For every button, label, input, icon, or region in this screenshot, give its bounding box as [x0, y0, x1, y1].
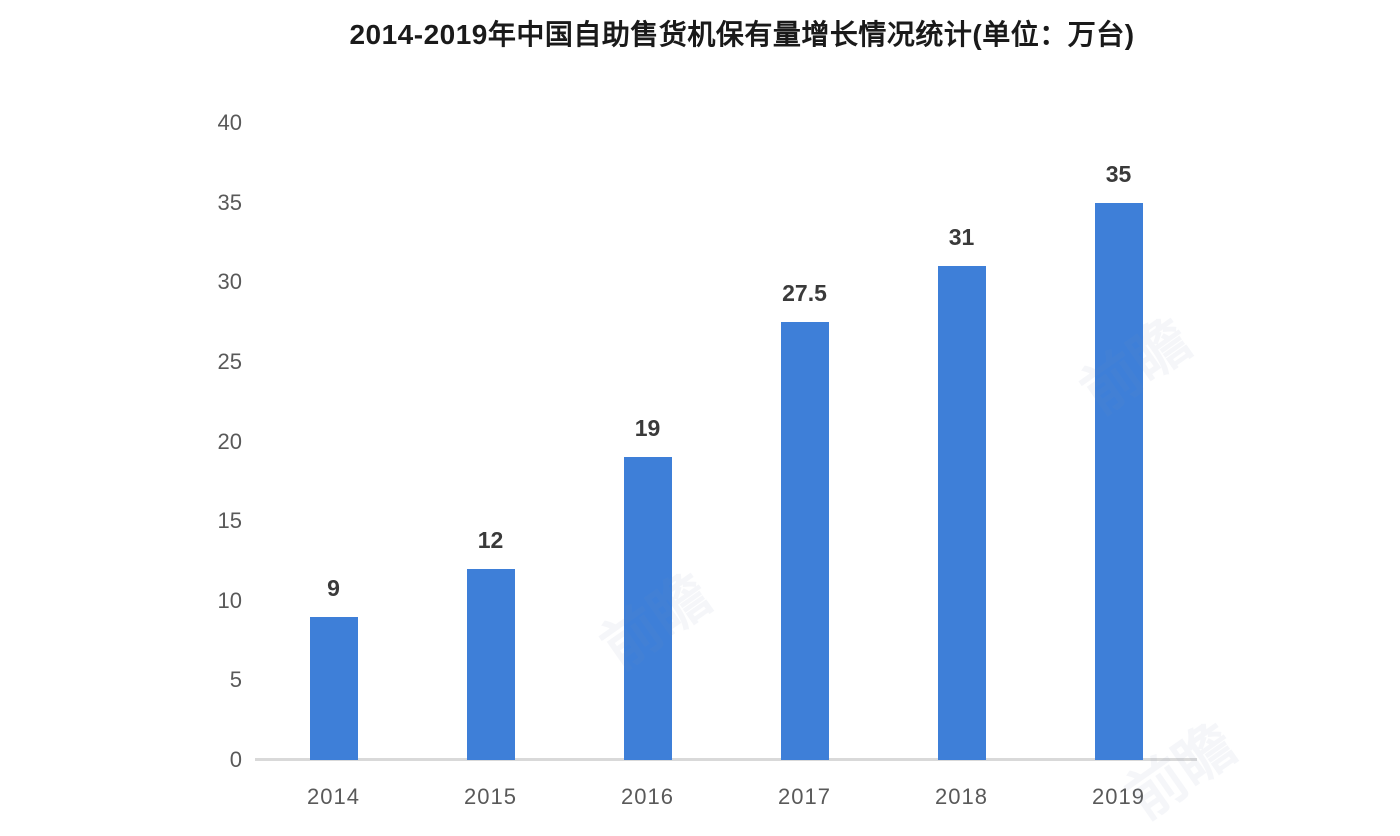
- bar-2018: [937, 266, 986, 760]
- bar-value-label-2014: 9: [327, 574, 340, 601]
- y-axis-tick-label: 25: [217, 348, 242, 374]
- chart-title: 2014-2019年中国自助售货机保有量增长情况统计(单位：万台): [349, 19, 1135, 50]
- x-axis-tick-label-2014: 2014: [307, 784, 360, 809]
- x-axis-line: [255, 758, 1197, 761]
- bar-value-label-2019: 35: [1105, 160, 1132, 187]
- x-axis-tick-label-2019: 2019: [1092, 784, 1145, 809]
- bar-value-label-2015: 12: [477, 526, 504, 553]
- bar-value-label-2016: 19: [634, 415, 661, 442]
- bar-2014: [309, 616, 358, 760]
- y-axis-tick-label: 10: [217, 587, 242, 613]
- y-axis-tick-label: 30: [217, 269, 242, 295]
- bar-2019: [1094, 202, 1143, 760]
- y-axis-tick-label: 15: [217, 508, 242, 534]
- bar-2016: [623, 457, 672, 760]
- y-axis-tick-label: 20: [217, 428, 242, 454]
- bar-2015: [466, 568, 515, 760]
- y-axis-tick-label: 5: [229, 667, 242, 693]
- bar-value-label-2017: 27.5: [782, 280, 827, 307]
- y-axis-tick-label: 40: [217, 110, 242, 135]
- y-axis-tick-label: 0: [229, 747, 242, 772]
- y-axis-tick-label: 35: [217, 189, 242, 215]
- x-axis-tick-label-2015: 2015: [464, 784, 517, 809]
- x-axis-tick-label-2018: 2018: [935, 784, 988, 809]
- bar-2017: [780, 322, 829, 760]
- x-axis-tick-label-2017: 2017: [778, 784, 831, 809]
- bar-value-label-2018: 31: [948, 224, 975, 251]
- x-axis-tick-label-2016: 2016: [621, 784, 674, 809]
